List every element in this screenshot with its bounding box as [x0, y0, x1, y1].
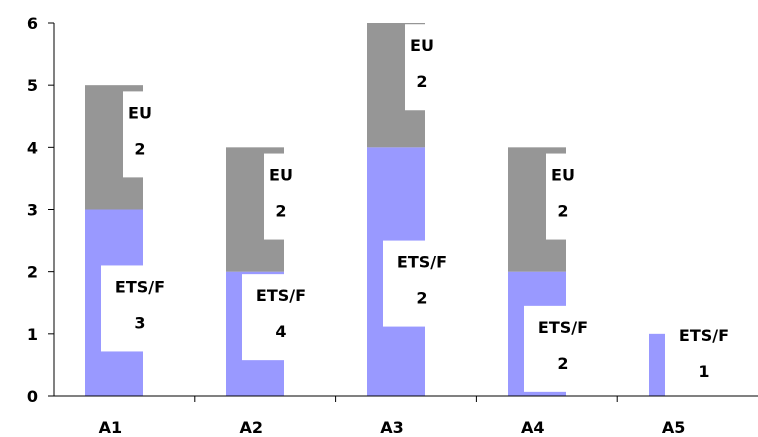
data-label-box	[264, 153, 298, 240]
data-label-a2-ets-f: ETS/F 4	[242, 274, 320, 361]
x-tick-label-a2: A2	[239, 418, 263, 437]
x-tick-label-a5: A5	[662, 418, 686, 437]
y-tick-label: 6	[27, 14, 38, 33]
data-label-series: EU	[269, 166, 293, 185]
data-label-value: 3	[134, 313, 145, 332]
data-label-box	[546, 153, 580, 240]
data-labels-layer: EU2ETS/F3EU2ETS/F4EU2ETS/F2EU2ETS/F2ETS/…	[101, 24, 743, 400]
y-tick-label: 1	[27, 325, 38, 344]
y-tick-label: 3	[27, 201, 38, 220]
data-label-a1-eu: EU 2	[123, 91, 157, 178]
data-label-a3-ets-f: ETS/F 2	[383, 240, 461, 327]
data-label-series: ETS/F	[115, 277, 165, 296]
y-tick-label: 4	[27, 138, 38, 157]
x-tick-label-a4: A4	[521, 418, 545, 437]
data-label-box	[665, 313, 743, 400]
data-label-box	[405, 24, 439, 111]
data-label-value: 2	[416, 289, 427, 308]
data-label-a3-eu: EU 2	[405, 24, 439, 111]
data-label-a1-ets-f: ETS/F 3	[101, 265, 179, 352]
data-label-box	[101, 265, 179, 352]
data-label-a5-ets-f: ETS/F 1	[665, 313, 743, 400]
data-label-series: ETS/F	[679, 326, 729, 345]
data-label-value: 2	[275, 202, 286, 221]
data-label-value: 2	[557, 354, 568, 373]
data-label-value: 2	[416, 72, 427, 91]
data-label-value: 2	[134, 139, 145, 158]
data-label-value: 1	[698, 362, 709, 381]
data-label-a2-eu: EU 2	[264, 153, 298, 240]
y-tick-label: 5	[27, 76, 38, 95]
data-label-value: 4	[275, 322, 286, 341]
x-tick-label-a1: A1	[99, 418, 123, 437]
data-label-series: ETS/F	[397, 253, 447, 272]
data-label-series: EU	[128, 103, 152, 122]
y-tick-label: 2	[27, 263, 38, 282]
x-tick-label-a3: A3	[380, 418, 404, 437]
data-label-value: 2	[557, 202, 568, 221]
data-label-a4-ets-f: ETS/F 2	[524, 305, 602, 392]
data-label-box	[524, 305, 602, 392]
data-label-series: ETS/F	[538, 318, 588, 337]
data-label-series: ETS/F	[256, 286, 306, 305]
axes-layer: 0 1 2 3 4 5 6 A1 A2 A3 A4 A5	[27, 14, 758, 437]
data-label-a4-eu: EU 2	[546, 153, 580, 240]
data-label-series: EU	[551, 166, 575, 185]
data-label-box	[123, 91, 157, 178]
data-label-box	[383, 240, 461, 327]
data-label-box	[242, 274, 320, 361]
data-label-series: EU	[410, 36, 434, 55]
y-tick-label: 0	[27, 387, 38, 406]
